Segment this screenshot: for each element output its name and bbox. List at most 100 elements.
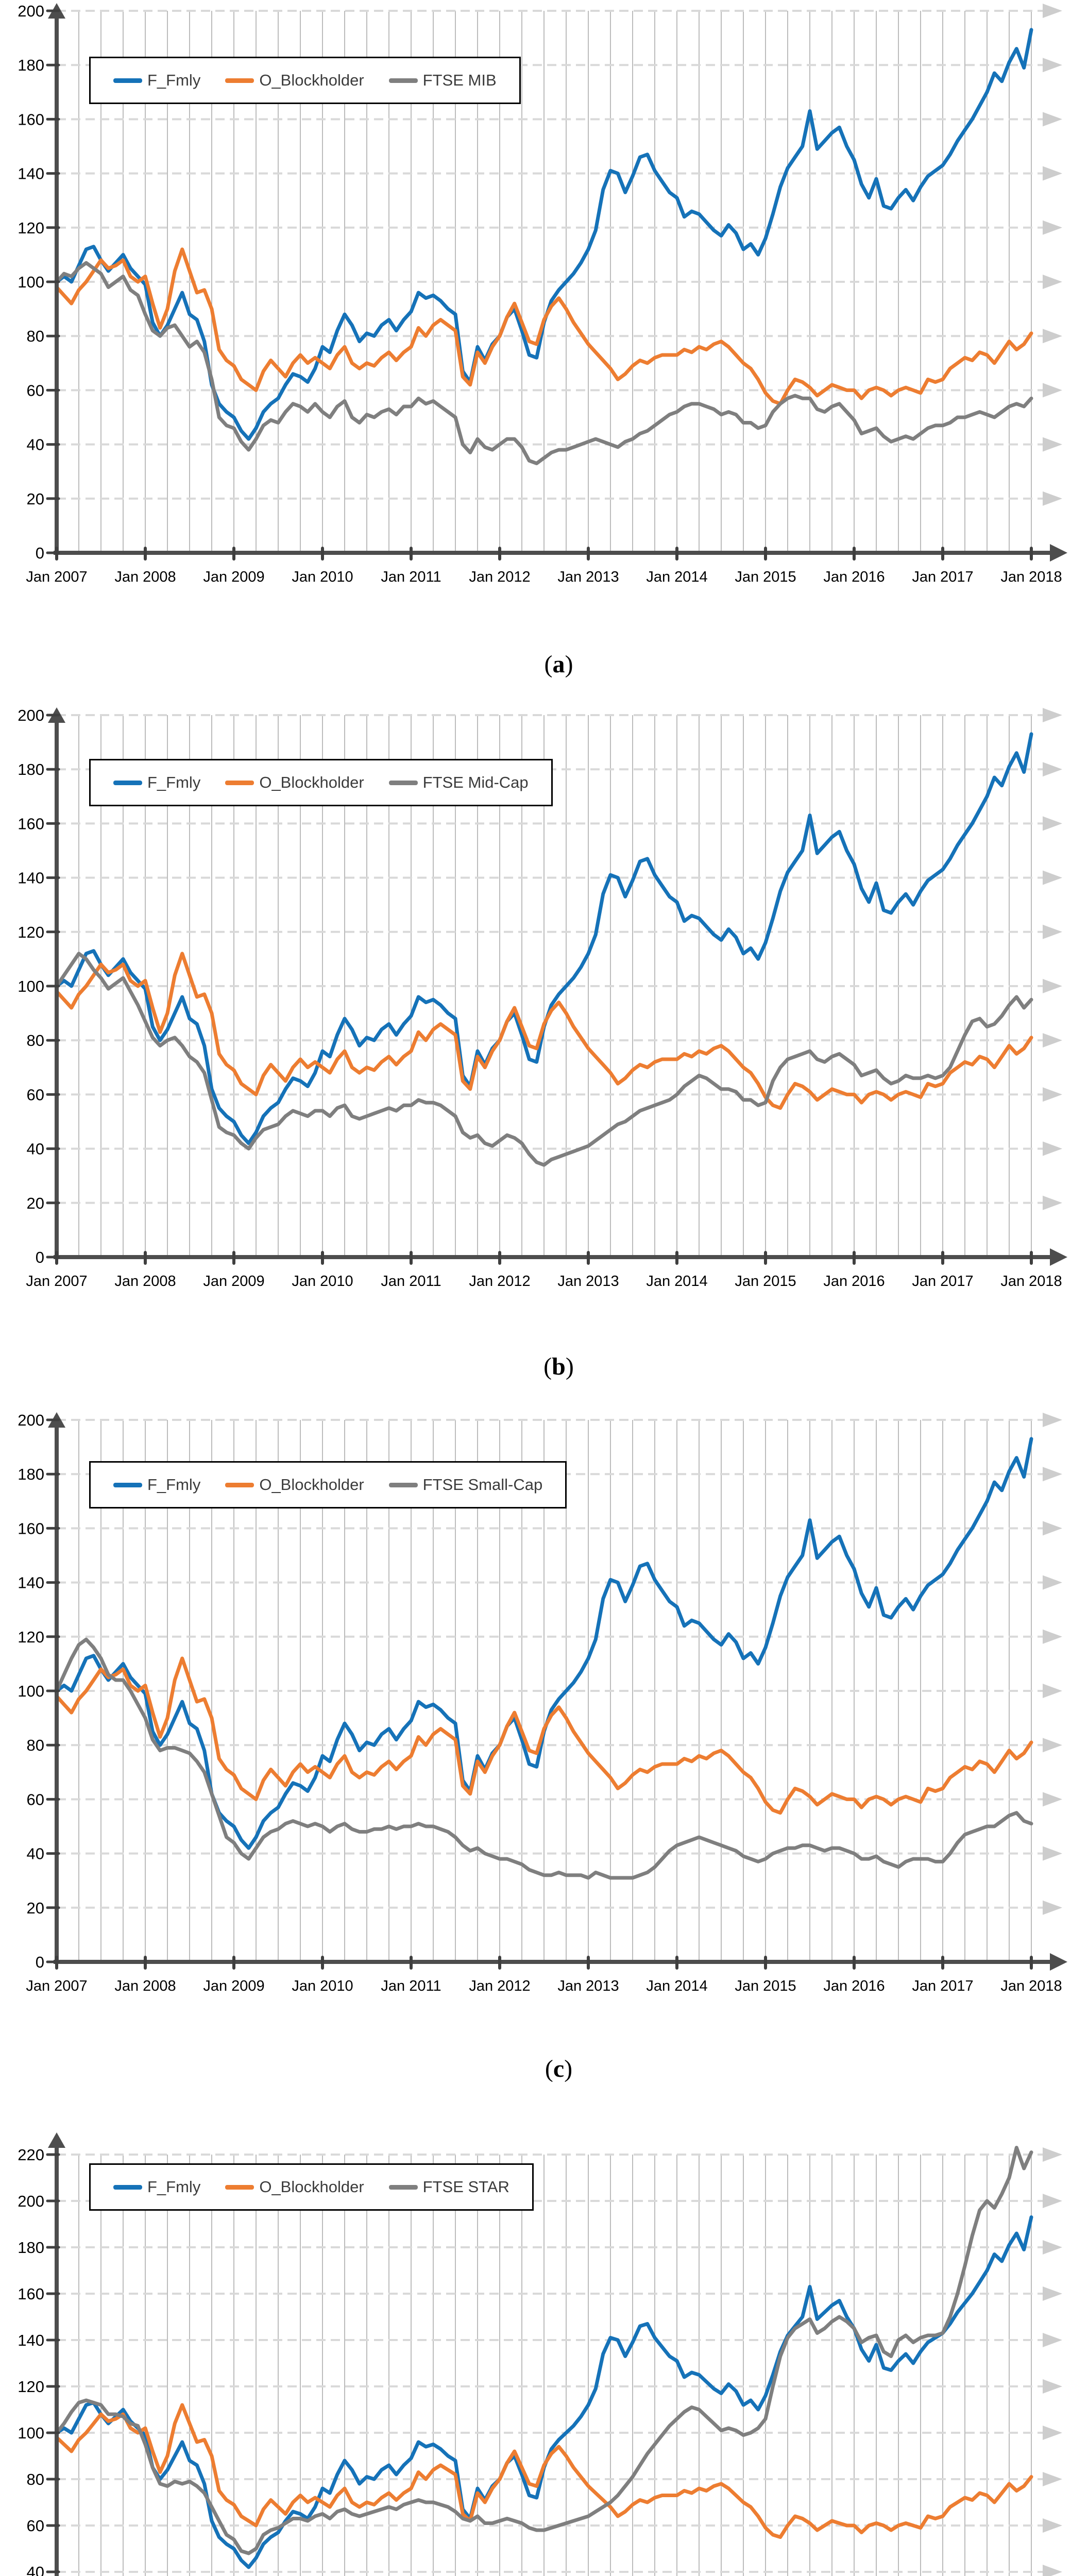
caption-paren: ) xyxy=(565,651,573,678)
caption-a: (a) xyxy=(46,650,1071,679)
x-tick-label: Jan 2009 xyxy=(203,1978,264,1994)
gridline-arrow-icon xyxy=(1043,112,1062,127)
gridline-arrow-icon xyxy=(1043,491,1062,506)
x-tick-label: Jan 2015 xyxy=(735,1978,796,1994)
caption-paren: ( xyxy=(545,2055,553,2082)
y-tick-label: 80 xyxy=(27,327,44,345)
y-tick-label: 60 xyxy=(27,2517,44,2535)
y-tick-label: 80 xyxy=(27,1736,44,1754)
legend-label: FTSE Small-Cap xyxy=(422,1476,543,1494)
y-tick-label: 100 xyxy=(18,977,44,995)
y-tick-label: 40 xyxy=(27,1845,44,1863)
y-tick-label: 180 xyxy=(18,56,44,74)
gridline-arrow-icon xyxy=(1043,1141,1062,1156)
x-tick-label: Jan 2018 xyxy=(1000,1273,1062,1290)
gridline-arrow-icon xyxy=(1043,1738,1062,1753)
series-line-O_Blockholder xyxy=(55,247,1033,406)
legend-label: O_Blockholder xyxy=(259,1476,364,1494)
x-axis-arrow-icon xyxy=(1050,1953,1067,1971)
x-tick-label: Jan 2012 xyxy=(469,1978,530,1994)
gridline-arrow-icon xyxy=(1043,1521,1062,1536)
legend-swatch-gray xyxy=(388,2184,418,2190)
caption-letter: b xyxy=(552,1353,566,1380)
y-tick-label: 40 xyxy=(27,436,44,454)
y-tick-label: 180 xyxy=(18,1465,44,1483)
legend-label: F_Fmly xyxy=(147,773,201,791)
y-tick-label: 0 xyxy=(36,544,44,562)
gridline-arrow-icon xyxy=(1043,2472,1062,2486)
caption-paren: ) xyxy=(564,2055,573,2082)
gridline-arrow-icon xyxy=(1043,329,1062,344)
y-tick-label: 20 xyxy=(27,490,44,508)
y-tick-label: 220 xyxy=(18,2146,44,2164)
legend-item: FTSE Mid-Cap xyxy=(388,773,529,792)
caption-c: (c) xyxy=(46,2055,1071,2083)
legend-item: O_Blockholder xyxy=(225,71,364,90)
gridline-arrow-icon xyxy=(1043,1467,1062,1482)
legend-label: FTSE STAR xyxy=(422,2178,509,2196)
legend-label: F_Fmly xyxy=(147,71,201,89)
legend-label: O_Blockholder xyxy=(259,71,364,89)
gridline-arrow-icon xyxy=(1043,1629,1062,1644)
y-tick-label: 60 xyxy=(27,1790,44,1808)
y-tick-label: 0 xyxy=(36,1953,44,1971)
series-line-FTSE_STAR xyxy=(55,2146,1033,2555)
legend-item: O_Blockholder xyxy=(225,2178,364,2196)
x-tick-label: Jan 2014 xyxy=(646,1978,707,1994)
legend-swatch-blue xyxy=(113,1482,142,1487)
legend-item: FTSE MIB xyxy=(388,71,497,90)
gridline-arrow-icon xyxy=(1043,762,1062,777)
y-tick-label: 140 xyxy=(18,1574,44,1592)
gridline-arrow-icon xyxy=(1043,1033,1062,1048)
gridline-arrow-icon xyxy=(1043,1900,1062,1915)
x-tick-label: Jan 2011 xyxy=(381,569,441,585)
y-tick-label: 80 xyxy=(27,2470,44,2488)
gridline-arrow-icon xyxy=(1043,708,1062,722)
legend-item: F_Fmly xyxy=(113,773,200,792)
legend-label: O_Blockholder xyxy=(259,773,364,791)
legend-item: F_Fmly xyxy=(113,71,200,90)
gridline-arrow-icon xyxy=(1043,1846,1062,1861)
x-tick-label: Jan 2016 xyxy=(823,569,885,585)
x-tick-label: Jan 2013 xyxy=(557,1978,619,1994)
chart-a-plot: 0 20 40 60 80 100 120 140 160 180 200 Jan 2007 Jan 2… xyxy=(18,2,1067,585)
gridline-arrow-icon xyxy=(1043,924,1062,939)
legend-item: O_Blockholder xyxy=(225,773,364,792)
caption-paren: ) xyxy=(565,1353,574,1380)
y-tick-label: 140 xyxy=(18,165,44,183)
y-tick-label: 120 xyxy=(18,923,44,941)
y-axis-arrow-icon xyxy=(48,2132,65,2148)
legend-label: F_Fmly xyxy=(147,1476,201,1494)
x-tick-label: Jan 2014 xyxy=(646,1273,707,1290)
series-line-FTSE_SmallCap xyxy=(55,1637,1033,1880)
gridline-arrow-icon xyxy=(1043,1087,1062,1102)
x-tick-label: Jan 2008 xyxy=(114,1273,176,1290)
caption-letter: c xyxy=(553,2055,565,2082)
gridline-arrow-icon xyxy=(1043,166,1062,181)
gridline-arrow-icon xyxy=(1043,2426,1062,2440)
gridline-arrow-icon xyxy=(1043,2194,1062,2208)
x-tick-label: Jan 2015 xyxy=(735,569,796,585)
chart-block-b: 0 20 40 60 80 100 120 140 160 180 200 Jan 2007 Jan 2… xyxy=(0,702,1071,1404)
x-tick-label: Jan 2016 xyxy=(823,1978,885,1994)
y-tick-label: 40 xyxy=(27,1140,44,1158)
gridline-arrow-icon xyxy=(1043,2379,1062,2394)
gridline-arrow-icon xyxy=(1043,383,1062,398)
gridline-arrow-icon xyxy=(1043,437,1062,452)
y-tick-label: 160 xyxy=(18,2285,44,2303)
x-tick-label: Jan 2008 xyxy=(114,569,176,585)
gridline-arrow-icon xyxy=(1043,870,1062,885)
chart-block-a: 0 20 40 60 80 100 120 140 160 180 200 Jan 2007 Jan 2… xyxy=(0,0,1071,702)
x-tick-label: Jan 2011 xyxy=(381,1273,441,1290)
y-tick-label: 120 xyxy=(18,1628,44,1646)
legend-swatch-blue xyxy=(113,78,142,83)
legend-swatch-blue xyxy=(113,780,142,785)
gridline-arrow-icon xyxy=(1043,1413,1062,1427)
y-tick-label: 100 xyxy=(18,273,44,291)
y-tick-label: 120 xyxy=(18,219,44,237)
legend-item: F_Fmly xyxy=(113,1476,200,1494)
gridline-arrow-icon xyxy=(1043,979,1062,993)
series-line-FTSE_MIB xyxy=(55,261,1033,465)
x-tick-label: Jan 2017 xyxy=(912,1978,973,1994)
